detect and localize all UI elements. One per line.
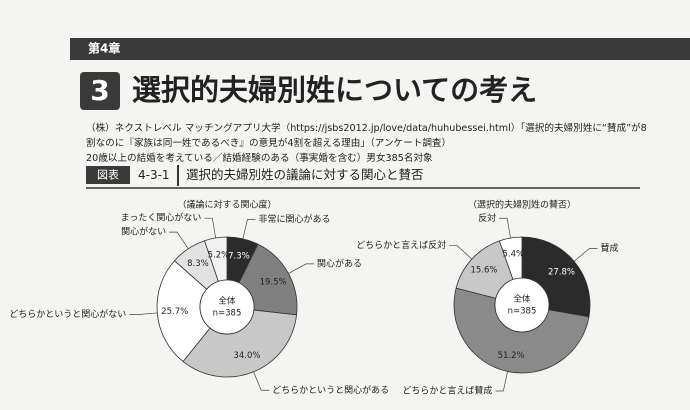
source-line: 20歳以上の結婚を考えている／結婚経験のある（事実婚を含む）男女385名対象 [86,152,433,164]
category-label: まったく関心がない [121,212,202,224]
value-label: 34.0% [233,351,260,361]
leader-line [495,371,508,392]
center-hole [494,277,550,333]
value-label: 19.5% [260,277,287,287]
center-n: n=385 [213,309,242,319]
value-label: 51.2% [498,351,525,361]
leader-line [169,231,189,249]
value-label: 5.4% [503,250,525,260]
chart-title: （議論に対する関心度） [177,199,276,211]
leader-line [449,245,473,260]
leader-line [242,219,256,239]
center-text: 全体 [513,294,531,305]
chapter: 第4章 [88,41,120,56]
value-label: 27.8% [548,267,575,277]
leader-line [499,217,511,239]
figure-label: 図表 [97,168,119,182]
value-label: 8.3% [187,259,209,269]
value-label: 25.7% [161,307,188,317]
figure-label-box [86,166,130,184]
source-line: 割なのに『家族は同一姓であるべき』の意見が4割を超える理由」（アンケート調査） [86,137,451,149]
figure-number: 4-3-1 [138,168,170,182]
category-label: どちらかというと関心がない [9,308,126,320]
category-label: 賛成 [600,242,618,254]
leader-line [288,263,315,274]
center-n: n=385 [508,307,537,317]
category-label: 関心がある [317,257,362,269]
source-line: （株）ネクストレベル マッチングアプリ大学（https://jsbs2012.j… [86,122,647,134]
category-label: どちらかと言えば賛成 [402,384,492,396]
chart-title: （選択的夫婦別姓の賛否） [468,199,576,211]
leader-line [253,371,270,391]
category-label: どちらかというと関心がある [272,384,389,396]
section-number: 3 [90,74,109,107]
chapter-bar [70,38,690,60]
center-text: 全体 [218,296,236,307]
value-label: 5.2% [208,251,230,261]
category-label: どちらかと言えば反対 [356,239,446,251]
value-label: 15.6% [471,266,498,276]
leader-line [204,217,216,238]
figure-title: 選択的夫婦別姓の議論に対する関心と賛否 [186,167,424,182]
leader-line [573,248,598,262]
charts: （議論に対する関心度） 7.3% 非常に関心がある 19.5% 関心がある 34.0% どち… [9,199,618,397]
section-title: 選択的夫婦別姓についての考え [132,73,537,107]
category-label: 非常に関心がある [258,213,330,225]
center-hole [199,279,255,335]
section-box [80,72,120,110]
category-label: 関心がない [121,226,166,238]
value-label: 7.3% [228,251,250,261]
leader-line [129,312,158,315]
category-label: 反対 [478,212,496,224]
